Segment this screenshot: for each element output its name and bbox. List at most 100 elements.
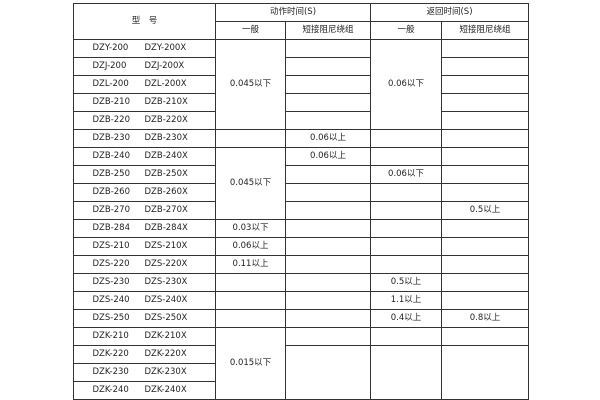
action-general-cell bbox=[215, 309, 286, 328]
model-name: DZY-200 bbox=[92, 43, 129, 53]
action-short-cell bbox=[285, 273, 371, 292]
table-row: DZY-200 DZY-200X 0.045以下 0.06以下 bbox=[73, 39, 529, 130]
table-row: DZB-210 DZB-210X bbox=[73, 93, 529, 112]
return-short-cell bbox=[441, 111, 529, 130]
model-name: DZK-220 bbox=[92, 349, 129, 359]
action-general-cell: 0.06以上 bbox=[215, 237, 286, 256]
table-row: DZB-240 DZB-240X 0.045以下 0.06以上 bbox=[73, 147, 529, 220]
model-name: DZS-250 bbox=[92, 313, 130, 323]
return-general-cell: 0.06以下 bbox=[370, 165, 442, 184]
model-name: DZJ-200 bbox=[92, 61, 127, 71]
return-short-cell bbox=[441, 237, 529, 256]
model-name: DZB-240 bbox=[92, 151, 131, 161]
model-name: DZB-250 bbox=[92, 169, 131, 179]
return-general-cell bbox=[370, 345, 442, 400]
table-row: DZB-284 DZB-284X 0.03以下 bbox=[73, 219, 529, 238]
model-cell: DZK-240 DZK-240X bbox=[73, 381, 216, 400]
return-short-cell bbox=[441, 345, 529, 400]
table-row: DZB-250 DZB-250X 0.06以下 bbox=[73, 165, 529, 184]
model-variant-x: DZB-284X bbox=[144, 223, 188, 233]
model-cell: DZK-210 DZK-210X bbox=[73, 327, 216, 346]
table-body: DZY-200 DZY-200X 0.045以下 0.06以下 DZJ-200 DZJ-2… bbox=[73, 39, 529, 400]
model-name: DZK-210 bbox=[92, 331, 129, 341]
table-row: DZS-250 DZS-250X 0.4以上 0.8以上 bbox=[73, 309, 529, 328]
action-short-cell bbox=[285, 57, 371, 76]
model-cell: DZL-200 DZL-200X bbox=[73, 75, 216, 94]
model-name: DZB-220 bbox=[92, 115, 131, 125]
model-name: DZS-230 bbox=[92, 277, 130, 287]
model-variant-x: DZB-210X bbox=[144, 97, 188, 107]
action-general-cell: 0.03以下 bbox=[215, 219, 286, 238]
return-general-cell bbox=[370, 129, 442, 148]
header-action-short-damper: 短接阻尼绕组 bbox=[285, 21, 371, 40]
model-cell: DZB-270 DZB-270X bbox=[73, 201, 216, 220]
table-row: DZB-230 DZB-230X 0.06以上 bbox=[73, 129, 529, 148]
action-short-cell bbox=[285, 75, 371, 94]
model-name: DZB-260 bbox=[92, 187, 131, 197]
return-general-cell bbox=[370, 255, 442, 274]
model-name: DZB-210 bbox=[92, 97, 131, 107]
return-short-cell bbox=[441, 75, 529, 94]
model-variant-x: DZK-220X bbox=[144, 349, 187, 359]
action-general-cell bbox=[215, 291, 286, 310]
action-short-cell: 0.06以上 bbox=[285, 129, 371, 148]
model-name: DZB-230 bbox=[92, 133, 131, 143]
model-cell: DZS-240 DZS-240X bbox=[73, 291, 216, 310]
return-general-cell: 0.5以上 bbox=[370, 273, 442, 292]
table-row: DZS-230 DZS-230X 0.5以上 bbox=[73, 273, 529, 292]
model-variant-x: DZS-220X bbox=[144, 259, 188, 269]
action-general-cell: 0.015以下 bbox=[215, 327, 286, 400]
model-cell: DZK-220 DZK-220X bbox=[73, 345, 216, 364]
return-short-cell bbox=[441, 39, 529, 58]
relay-timing-table: 型 号 动作时间(S) 返回时间(S) 一般 短接阻尼绕组 一般 短接阻尼绕组 … bbox=[73, 3, 529, 400]
return-short-cell bbox=[441, 291, 529, 310]
table-row: DZB-260 DZB-260X bbox=[73, 183, 529, 202]
action-short-cell bbox=[285, 291, 371, 310]
header-action-general: 一般 bbox=[215, 21, 286, 40]
action-short-cell: 0.06以上 bbox=[285, 147, 371, 166]
model-name: DZK-240 bbox=[92, 385, 129, 395]
model-cell: DZS-220 DZS-220X bbox=[73, 255, 216, 274]
model-cell: DZS-230 DZS-230X bbox=[73, 273, 216, 292]
return-general-cell bbox=[370, 327, 442, 346]
model-cell: DZB-250 DZB-250X bbox=[73, 165, 216, 184]
model-name: DZK-230 bbox=[92, 367, 129, 377]
table-row: DZK-240 DZK-240X bbox=[73, 381, 529, 400]
table-row: DZK-220 DZK-220X bbox=[73, 345, 529, 400]
model-variant-x: DZY-200X bbox=[144, 43, 187, 53]
table-row: DZJ-200 DZJ-200X bbox=[73, 57, 529, 76]
action-general-cell: 0.11以上 bbox=[215, 255, 286, 274]
action-short-cell bbox=[285, 39, 371, 58]
model-variant-x: DZB-240X bbox=[144, 151, 188, 161]
action-general-cell bbox=[215, 129, 286, 148]
model-cell: DZS-250 DZS-250X bbox=[73, 309, 216, 328]
model-variant-x: DZS-210X bbox=[144, 241, 188, 251]
return-short-cell bbox=[441, 129, 529, 148]
model-name: DZB-284 bbox=[92, 223, 131, 233]
model-cell: DZB-260 DZB-260X bbox=[73, 183, 216, 202]
table-row: DZL-200 DZL-200X bbox=[73, 75, 529, 94]
action-short-cell bbox=[285, 201, 371, 220]
return-general-cell bbox=[370, 237, 442, 256]
action-short-cell bbox=[285, 327, 371, 346]
return-general-cell: 1.1以上 bbox=[370, 291, 442, 310]
header-return-time: 返回时间(S) bbox=[370, 3, 529, 22]
action-short-cell bbox=[285, 219, 371, 238]
model-variant-x: DZB-230X bbox=[144, 133, 188, 143]
model-variant-x: DZB-220X bbox=[144, 115, 188, 125]
header-return-short-damper: 短接阻尼绕组 bbox=[441, 21, 529, 40]
model-name: DZL-200 bbox=[92, 79, 129, 89]
model-name: DZS-220 bbox=[92, 259, 130, 269]
model-variant-x: DZB-270X bbox=[144, 205, 188, 215]
model-variant-x: DZB-260X bbox=[144, 187, 188, 197]
action-short-cell bbox=[285, 345, 371, 400]
model-variant-x: DZK-240X bbox=[144, 385, 187, 395]
model-cell: DZK-230 DZK-230X bbox=[73, 363, 216, 382]
model-variant-x: DZS-240X bbox=[144, 295, 188, 305]
model-variant-x: DZJ-200X bbox=[144, 61, 185, 71]
table-row: DZS-210 DZS-210X 0.06以上 bbox=[73, 237, 529, 256]
return-short-cell: 0.8以上 bbox=[441, 309, 529, 328]
action-general-cell: 0.045以下 bbox=[215, 39, 286, 130]
return-short-cell bbox=[441, 183, 529, 202]
return-short-cell bbox=[441, 165, 529, 184]
